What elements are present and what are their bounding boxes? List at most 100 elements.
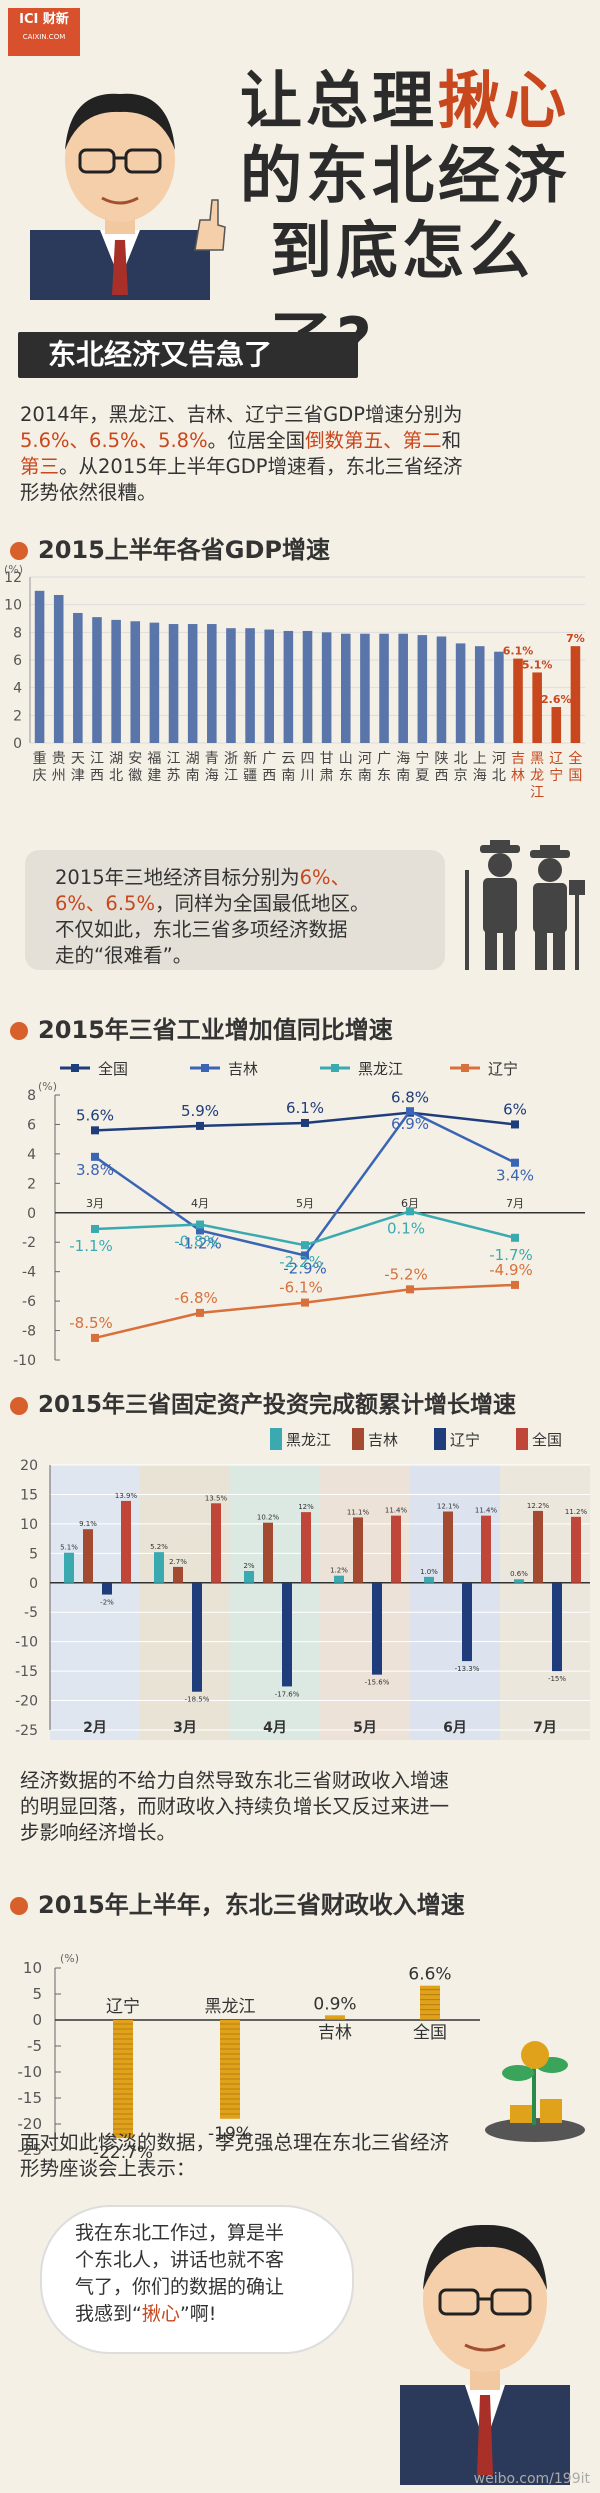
pointing-hand-icon	[194, 199, 226, 251]
legend-swatch	[434, 1428, 446, 1450]
data-label: 13.5%	[205, 1494, 228, 1502]
premier-remark-paragraph: 面对如此惨淡的数据，李克强总理在东北三省经济 形势座谈会上表示：	[20, 2131, 450, 2180]
bar-黑龙江-6月	[424, 1576, 434, 1583]
legend-marker	[461, 1064, 469, 1072]
x-tick-label: 林	[511, 768, 525, 784]
data-label: 5.9%	[181, 1102, 219, 1120]
target-note-box	[25, 850, 445, 970]
x-tick-label: 5月	[296, 1197, 314, 1210]
bullet-dot	[10, 1897, 28, 1915]
data-label: 1.2%	[330, 1567, 348, 1575]
bar-海南	[398, 633, 408, 743]
x-tick-label: 夏	[415, 768, 429, 784]
x-tick-label: 4月	[191, 1197, 209, 1210]
logo-subtext: CAIXIN.COM	[22, 33, 66, 41]
bar-重庆	[34, 590, 45, 743]
x-tick-label: 龙	[530, 768, 544, 784]
x-tick-label: 吉	[511, 751, 525, 767]
x-tick-label: 宁	[415, 750, 429, 767]
x-tick-label: 7月	[533, 1720, 557, 1736]
x-tick-label: 北	[492, 768, 506, 784]
series-line-黑龙江	[94, 1210, 516, 1247]
title-line-2: 的东北经济	[240, 139, 571, 212]
x-tick-label: 福	[147, 751, 161, 767]
bar-黑龙江-2月	[64, 1552, 74, 1583]
bar-云南	[283, 630, 294, 743]
y-tick-label: -5	[24, 1605, 38, 1621]
x-tick-label: 东	[339, 768, 353, 784]
data-label: -1.7%	[489, 1246, 533, 1264]
x-tick-label: 辽	[549, 751, 563, 767]
x-tick-label: 2月	[83, 1720, 107, 1736]
data-point	[196, 1121, 204, 1130]
bar-吉林-5月	[353, 1517, 363, 1583]
data-point	[301, 1251, 309, 1260]
data-point	[511, 1280, 519, 1289]
x-tick-label: 西	[434, 768, 448, 784]
data-label: -2%	[100, 1599, 114, 1607]
series-line-吉林	[94, 1109, 516, 1257]
bar-安徽	[130, 621, 141, 743]
bar-吉林-6月	[443, 1511, 453, 1583]
x-tick-label: 江	[90, 751, 104, 767]
x-tick-label: 江	[530, 785, 544, 801]
section-banner: 东北经济又告急了	[18, 332, 358, 378]
x-tick-label: 辽宁	[106, 1997, 140, 2017]
x-tick-label: 湖	[109, 751, 123, 767]
bar-青海	[207, 624, 217, 743]
x-tick-label: 京	[454, 768, 468, 784]
bar-湖南	[187, 624, 198, 743]
bar-广东	[379, 633, 389, 743]
data-label: 11.1%	[347, 1508, 370, 1516]
bar-吉林-7月	[533, 1510, 543, 1583]
bar-辽宁-3月	[192, 1582, 202, 1692]
x-tick-label: 南	[358, 768, 372, 784]
fixed-asset-investment-chart: 黑龙江 吉林 辽宁 全国 20 15 10 5 0 -5 -10 -15 -20 -25 5.1% 9.1% -…	[15, 1428, 590, 1740]
bar-黑龙江-4月	[244, 1571, 254, 1583]
x-tick-label: 新	[243, 751, 257, 767]
data-label: 6.9%	[391, 1115, 429, 1133]
bar-吉林-4月	[263, 1522, 273, 1583]
legend-label: 吉林	[228, 1060, 258, 1078]
data-label: 1.0%	[420, 1568, 438, 1576]
x-tick-label: 江	[224, 768, 238, 784]
data-label: 5.1%	[522, 658, 553, 671]
bar-宁夏	[417, 635, 428, 743]
bar-北京	[455, 643, 466, 743]
legend-label: 黑龙江	[286, 1431, 331, 1449]
bar-全国-7月	[571, 1516, 581, 1583]
x-tick-label: 黑龙江	[205, 1997, 256, 2017]
data-label: -22.7%	[93, 2143, 153, 2163]
data-label: 11.4%	[475, 1507, 498, 1515]
x-tick-label: 天	[71, 751, 85, 767]
farmers-icon	[465, 840, 585, 970]
x-tick-label: 南	[186, 768, 200, 784]
x-tick-label: 海	[473, 768, 487, 784]
data-label: 6.1%	[286, 1099, 324, 1117]
x-tick-label: 北	[454, 751, 468, 767]
bar-福建	[149, 622, 160, 743]
data-label: 6%	[503, 1100, 527, 1118]
bar-吉林	[513, 658, 523, 743]
y-tick-label: -5	[27, 2037, 42, 2055]
data-label: -5.2%	[384, 1265, 428, 1283]
x-tick-label: 四	[301, 751, 315, 767]
data-point	[196, 1308, 204, 1317]
watermark: weibo.com/199it	[473, 2471, 590, 2487]
data-point	[196, 1226, 204, 1235]
data-label: 0.1%	[387, 1219, 425, 1237]
bullet-dot	[10, 1396, 28, 1415]
data-point	[406, 1285, 414, 1294]
y-tick-label: 5	[32, 1985, 42, 2003]
y-tick-label: 10	[20, 1517, 38, 1533]
bar-河南	[360, 633, 370, 743]
bar-辽宁-2月	[102, 1582, 112, 1595]
legend-label: 黑龙江	[358, 1060, 403, 1078]
x-tick-label: 7月	[506, 1197, 524, 1210]
y-tick-label: -25	[15, 1723, 38, 1739]
x-tick-label: 贵	[52, 751, 66, 767]
data-label: -8.5%	[69, 1314, 113, 1332]
bar-江苏	[168, 624, 179, 743]
y-tick-label: 10	[23, 1959, 42, 1977]
data-point	[91, 1333, 99, 1342]
